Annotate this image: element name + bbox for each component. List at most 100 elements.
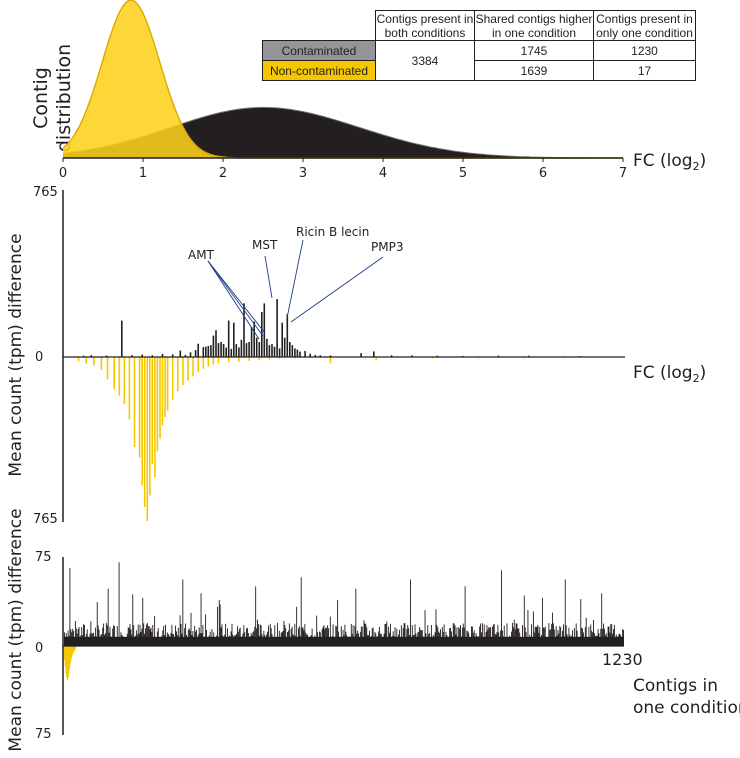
non-contaminated-bar [93,357,95,366]
contaminated-bar [271,344,273,357]
contaminated-unique-bar [365,624,367,646]
contaminated-unique-bar [231,623,233,646]
non-contaminated-bar [128,357,131,420]
contaminated-unique-bar [483,624,485,646]
contaminated-bar [304,351,306,357]
contaminated-bar [314,354,317,357]
contaminated-bar [212,335,215,357]
unique-xlabel-line2: one condition [633,698,740,718]
contaminated-bar [215,330,217,357]
annotation-lines [207,239,384,340]
contaminated-unique-bar [388,626,390,646]
contaminated-unique-bar [491,626,493,646]
contaminated-unique-bar [565,625,567,646]
contaminated-bar [296,349,299,357]
contaminated-bar [248,342,250,357]
contaminated-bar [205,346,207,357]
contaminated-unique-bar [147,626,149,646]
annotation-amt: AMT [188,248,215,262]
contaminated-unique-bar [513,619,515,646]
contaminated-unique-bar [480,623,482,646]
contaminated-unique-bar [74,620,76,646]
contaminated-unique-bar [129,624,131,646]
contaminated-unique-bar [488,627,490,646]
contaminated-unique-bar [585,617,587,646]
non-contaminated-bar [477,357,479,359]
non-contaminated-bar [375,357,378,360]
non-contaminated-unique-bar [69,646,71,665]
contaminated-bar [235,344,238,357]
non-contaminated-unique-bar [64,646,66,667]
non-contaminated-bar [278,357,281,360]
density-x-tick-label: 3 [299,166,307,181]
non-contaminated-bar [227,357,230,363]
contaminated-unique-bar [150,627,152,646]
contaminated-unique-bar [590,624,592,646]
annotation-ricin-b-lecin: Ricin B lecin [296,225,369,239]
contaminated-unique-bar [97,625,99,646]
annotation-line-mst [264,255,273,299]
contaminated-unique-bar [430,625,432,646]
contaminated-unique-bar [407,625,409,646]
contaminated-unique-bar [532,611,534,646]
non-contaminated-unique-bar [75,646,77,649]
contaminated-unique-bar [205,614,207,646]
contaminated-density-area [63,107,623,158]
non-contaminated-bar [143,357,146,508]
non-contaminated-bar [151,357,154,465]
contaminated-unique-bar [435,609,437,646]
contaminated-bar [289,342,291,357]
non-contaminated-bar [164,357,166,417]
contaminated-bar [299,351,301,357]
contaminated-unique-bar [323,625,325,646]
non-contaminated-bar [248,357,250,361]
contaminated-unique-bar [83,624,85,646]
contaminated-unique-bar [274,625,276,646]
contaminated-bar [161,354,164,357]
non-contaminated-unique-bar [65,646,67,674]
non-contaminated-bar [238,357,240,362]
non-contaminated-density-area [63,0,623,158]
contaminated-unique-bar [165,624,166,646]
contaminated-unique-bar [118,562,120,646]
contaminated-bar [266,338,268,357]
contaminated-unique-bar [524,627,526,646]
header-both-conditions: Contigs present in both conditions [375,10,475,41]
contaminated-unique-bar [551,624,553,646]
non-contaminated-bar [523,357,525,359]
contaminated-unique-bar [259,624,261,646]
contaminated-unique-bar [601,593,603,646]
cell-contaminated-shared-higher: 1745 [474,40,594,61]
contaminated-unique-bar [506,623,508,646]
non-contaminated-bar [118,357,121,396]
annotation-line-amt-2 [207,260,264,337]
contaminated-bar [189,352,192,357]
contaminated-bar [233,322,235,357]
contaminated-bar [291,345,294,357]
unique-contigs-panel: Mean count (tpm) difference 75 0 75 1230… [6,508,740,751]
cell-non-contaminated-shared-higher: 1639 [474,60,594,81]
contaminated-bar [184,354,187,357]
contaminated-unique-bar [458,627,460,646]
contaminated-unique-bar [116,626,118,646]
contaminated-unique-bar [453,623,455,646]
contaminated-unique-bar [298,626,300,646]
contaminated-unique-bar [302,627,304,646]
non-contaminated-unique-bar [64,646,66,660]
density-xlabel: FC (log2) [633,151,706,173]
fc-bar-y-zero-label: 0 [35,350,43,365]
contaminated-unique-bar [539,627,541,646]
contaminated-unique-bar [300,577,302,646]
contaminated-unique-bar [389,623,391,646]
contaminated-unique-bar [512,622,513,646]
non-contaminated-unique-bar [71,646,73,658]
contaminated-bar [227,320,230,357]
contaminated-bar [141,354,143,357]
contaminated-unique-bar [225,623,227,646]
contaminated-unique-bar [218,600,220,646]
contaminated-bar [105,355,108,357]
non-contaminated-bar [431,357,434,359]
contaminated-bar [250,327,253,357]
table-row: Contaminated 3384 1745 1230 [262,40,696,81]
contaminated-unique-bar [542,597,543,646]
